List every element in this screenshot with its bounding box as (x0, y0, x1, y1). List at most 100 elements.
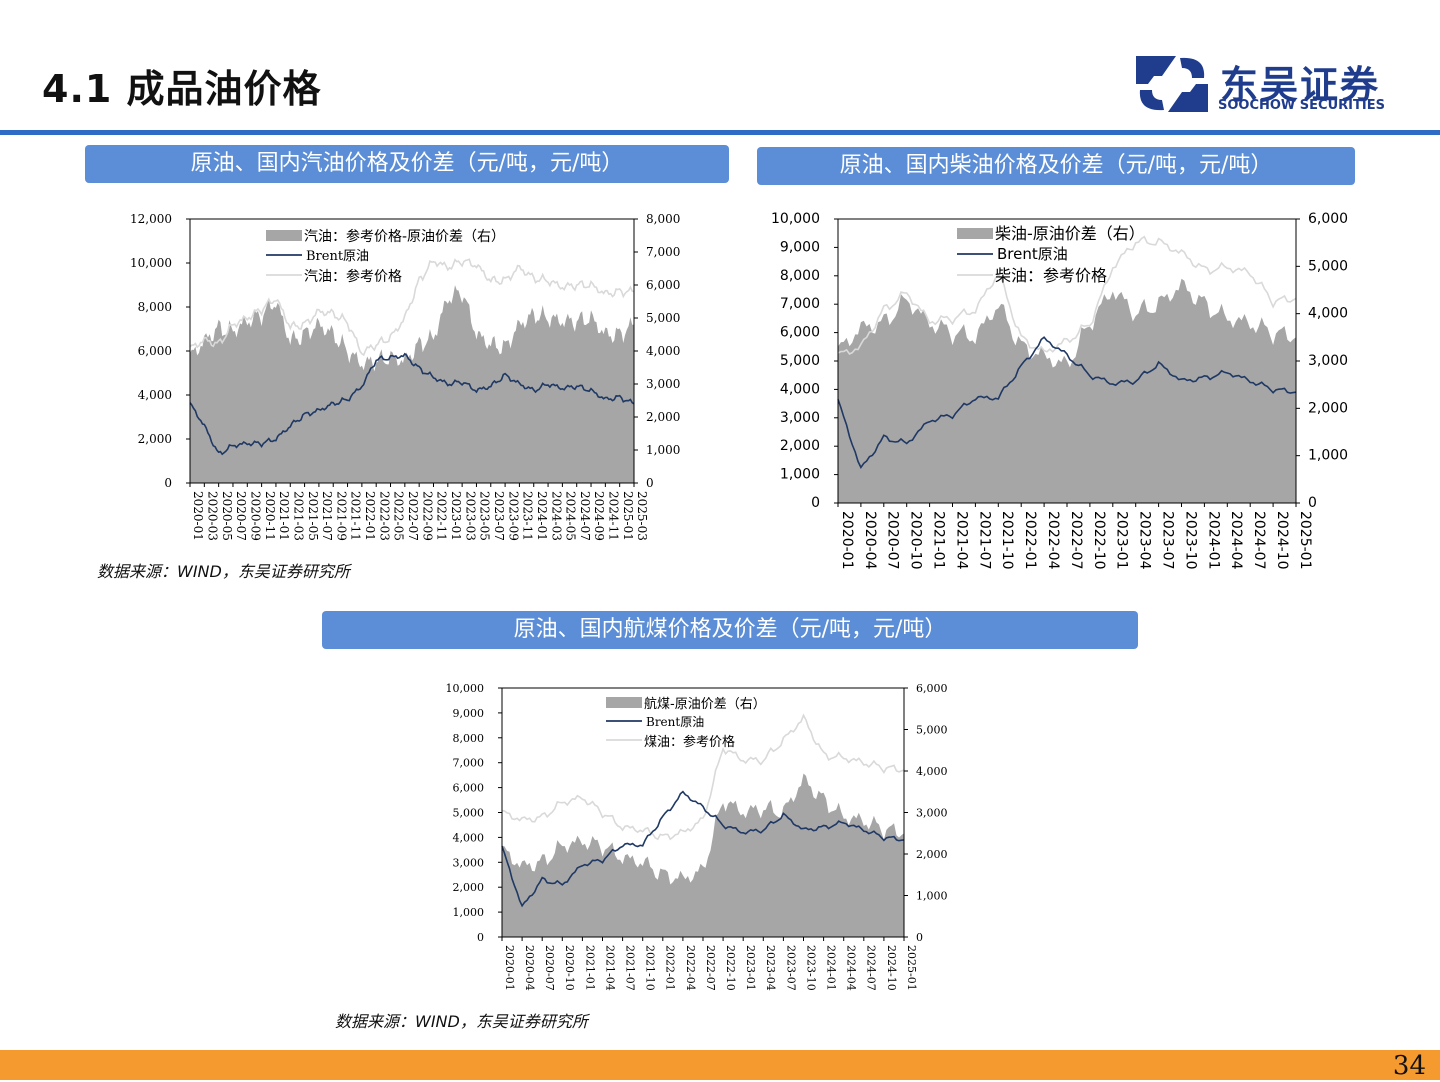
x-tick-label: 2023-09 (506, 491, 520, 541)
x-tick-label: 2021-03 (291, 491, 305, 541)
y2-tick-label: 4,000 (916, 765, 948, 778)
legend-swatch-area (266, 230, 302, 241)
x-tick-label: 2021-01 (583, 945, 596, 991)
y2-tick-label: 1,000 (1308, 448, 1348, 464)
company-logo: 东吴证券 SOOCHOW SECURITIES (1132, 54, 1404, 116)
series-brent-line (189, 352, 635, 456)
x-tick-label: 2020-04 (862, 511, 878, 570)
y-tick-label: 7,000 (780, 296, 820, 312)
legend-label-area: 汽油：参考价格-原油价差（右） (304, 228, 505, 245)
y2-tick-label: 3,000 (646, 377, 680, 391)
x-tick-label: 2020-04 (523, 945, 536, 991)
legend-label-brent: Brent原油 (646, 715, 704, 729)
legend-label-reference: 煤油：参考价格 (644, 734, 735, 750)
chart-1-title-banner: 原油、国内汽油价格及价差（元/吨，元/吨） (85, 145, 729, 183)
x-tick-label: 2023-10 (1182, 511, 1198, 570)
y-tick-label: 1,000 (780, 467, 820, 483)
source-note-top: 数据来源：WIND，东吴证券研究所 (97, 562, 350, 581)
x-tick-label: 2025-01 (905, 945, 918, 991)
x-tick-label: 2020-07 (885, 511, 901, 570)
x-tick-label: 2024-07 (1251, 511, 1267, 570)
chart-2-title-banner: 原油、国内柴油价格及价差（元/吨，元/吨） (757, 147, 1355, 185)
header-divider (0, 130, 1440, 135)
x-tick-label: 2024-09 (592, 491, 606, 541)
x-tick-label: 2022-04 (684, 945, 697, 991)
y2-tick-label: 0 (646, 476, 654, 490)
y-tick-label: 0 (477, 931, 484, 944)
y-tick-label: 2,000 (138, 432, 172, 446)
y-tick-label: 12,000 (130, 212, 172, 226)
y2-tick-label: 2,000 (916, 848, 948, 861)
y-tick-label: 3,000 (780, 410, 820, 426)
y-tick-label: 10,000 (130, 256, 172, 270)
legend-label-area: 柴油-原油价差（右） (995, 224, 1145, 243)
page-number: 34 (1392, 1051, 1426, 1081)
x-tick-label: 2020-10 (563, 945, 576, 991)
logo-chinese-text: 东吴证券 (1220, 63, 1381, 107)
y2-tick-label: 7,000 (646, 245, 680, 259)
x-tick-label: 2022-09 (420, 491, 434, 541)
x-tick-label: 2024-04 (845, 945, 858, 991)
x-tick-label: 2022-07 (406, 491, 420, 541)
x-tick-label: 2023-01 (744, 945, 757, 991)
x-tick-label: 2021-07 (320, 491, 334, 541)
x-tick-label: 2024-05 (564, 491, 578, 541)
x-tick-label: 2025-01 (621, 491, 635, 541)
x-tick-label: 2024-10 (885, 945, 898, 991)
x-tick-label: 2020-01 (839, 511, 855, 570)
x-tick-label: 2023-07 (784, 945, 797, 991)
y-tick-label: 5,000 (780, 353, 820, 369)
legend-label-reference: 柴油：参考价格 (995, 266, 1107, 285)
y-tick-label: 8,000 (453, 732, 485, 745)
y-tick-label: 0 (811, 495, 820, 511)
page-title: 4.1 成品油价格 (42, 67, 322, 111)
chart-3-group: 10,000 9,000 8,000 7,000 6,000 5,000 4,000 3,00… (446, 682, 948, 991)
x-tick-label: 2023-03 (463, 491, 477, 541)
y-tick-label: 10,000 (771, 211, 820, 227)
x-tick-label: 2022-01 (1022, 511, 1038, 570)
y-tick-label: 1,000 (453, 906, 485, 919)
series-spread-area (838, 278, 1296, 503)
x-tick-label: 2023-10 (804, 945, 817, 991)
y-tick-label: 4,000 (138, 388, 172, 402)
y2-tick-label: 3,000 (916, 807, 948, 820)
x-tick-label: 2020-03 (206, 491, 220, 541)
y2-tick-label: 5,000 (646, 311, 680, 325)
x-tick-label: 2021-05 (306, 491, 320, 541)
x-tick-label: 2022-04 (1045, 511, 1061, 570)
y2-tick-label: 0 (1308, 495, 1317, 511)
legend-label-reference: 汽油：参考价格 (304, 268, 402, 285)
x-tick-label: 2023-04 (764, 945, 777, 991)
series-spread-area (502, 773, 904, 937)
y2-tick-label: 4,000 (646, 344, 680, 358)
x-tick-label: 2021-09 (334, 491, 348, 541)
x-tick-label: 2020-10 (908, 511, 924, 570)
x-tick-label: 2025-03 (635, 491, 649, 541)
x-tick-label: 2020-11 (263, 491, 277, 541)
x-tick-label: 2020-07 (234, 491, 248, 541)
y-tick-label: 6,000 (138, 344, 172, 358)
x-tick-label: 2022-01 (664, 945, 677, 991)
y2-tick-label: 2,000 (646, 410, 680, 424)
legend-label-area: 航煤-原油价差（右） (644, 696, 766, 712)
y-tick-label: 4,000 (453, 831, 485, 844)
y2-tick-label: 5,000 (916, 724, 948, 737)
y2-tick-label: 0 (916, 931, 923, 944)
source-note-bottom: 数据来源：WIND，东吴证券研究所 (335, 1012, 588, 1031)
x-tick-label: 2020-07 (543, 945, 556, 991)
x-tick-label: 2021-11 (349, 491, 363, 541)
x-tick-label: 2020-05 (220, 491, 234, 541)
logo-english-text: SOOCHOW SECURITIES (1218, 98, 1385, 113)
legend-swatch-area (957, 228, 993, 239)
y2-tick-label: 4,000 (1308, 306, 1348, 322)
x-tick-label: 2022-11 (435, 491, 449, 541)
y-tick-label: 2,000 (780, 438, 820, 454)
x-tick-label: 2021-07 (976, 511, 992, 570)
footer-bar (0, 1050, 1440, 1080)
x-tick-label: 2022-07 (1068, 511, 1084, 570)
series-brent-line (837, 336, 1297, 469)
y2-tick-label: 6,000 (1308, 211, 1348, 227)
x-tick-label: 2020-01 (503, 945, 516, 991)
y-tick-label: 6,000 (780, 325, 820, 341)
y-tick-label: 2,000 (453, 881, 485, 894)
